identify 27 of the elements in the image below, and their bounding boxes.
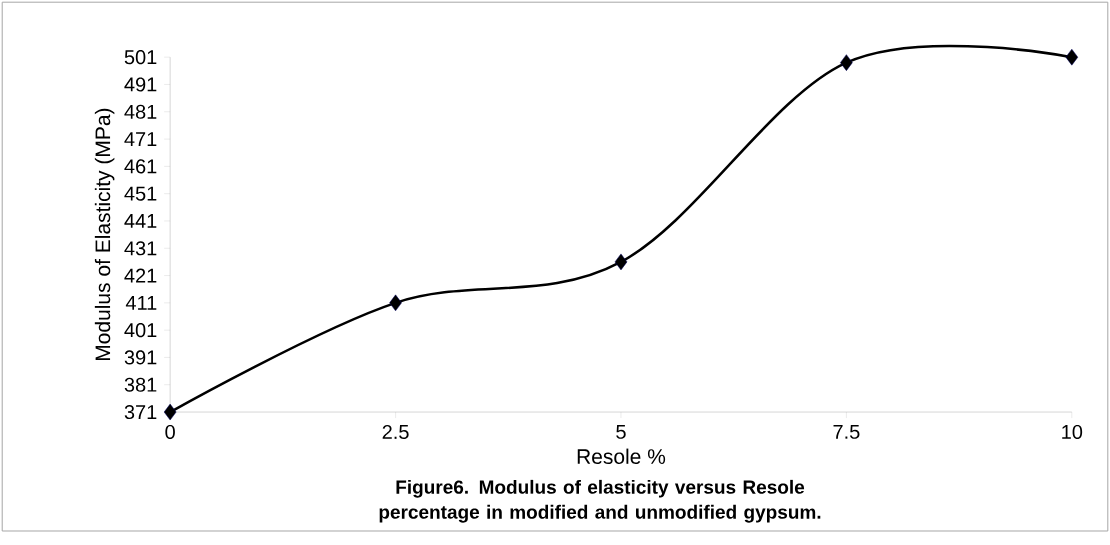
x-tick-label: 7.5 (833, 424, 860, 439)
y-tick-label: 451 (124, 186, 157, 201)
y-axis-title: Modulus of Elasticity (MPa) (94, 108, 115, 360)
y-tick-label: 441 (124, 213, 157, 228)
y-tick-label: 401 (124, 322, 157, 338)
point (163, 403, 177, 421)
y-tick-label: 471 (124, 132, 157, 146)
y-tick-label: 391 (124, 350, 157, 365)
x-tick-label: 5 (616, 424, 626, 439)
y-tick-label: 411 (125, 295, 157, 310)
point (614, 253, 628, 271)
y-tick-label: 501 (124, 50, 157, 65)
y-tick-label: 381 (124, 377, 157, 392)
point (840, 54, 853, 71)
x-tick-label: 0 (165, 424, 175, 439)
y-tick-label: 371 (124, 404, 157, 420)
y-tick-label: 421 (124, 268, 157, 283)
x-tick-label: 10 (1062, 424, 1083, 439)
point (389, 294, 402, 311)
x-tick-label: 2.5 (382, 424, 409, 439)
point (1065, 48, 1079, 66)
y-tick-label: 481 (124, 104, 157, 119)
y-tick-label: 491 (124, 77, 157, 92)
text: Figure6. Modulus of elasticity versus Resole percentage in modified and unmodified gypsum. (379, 479, 821, 523)
x-axis-title: Resole % (577, 448, 666, 464)
y-tick-label: 461 (124, 159, 157, 174)
y-tick-label: 431 (124, 241, 157, 256)
